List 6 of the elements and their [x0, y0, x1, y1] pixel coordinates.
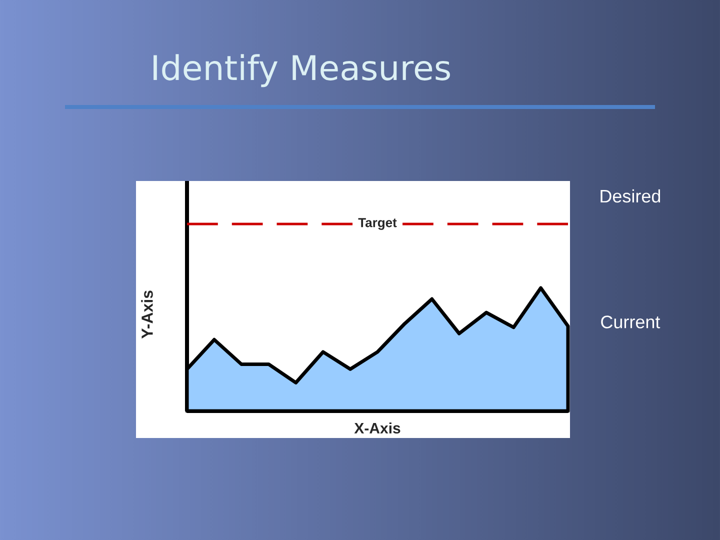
y-axis-title: Y-Axis — [141, 290, 153, 339]
x-axis-title: X-Axis — [354, 422, 400, 434]
chart-title: Identify Measures — [154, 54, 450, 88]
text: Desired — [600, 189, 660, 203]
ref-line-label: Target — [358, 218, 397, 230]
text: Current — [601, 316, 660, 328]
